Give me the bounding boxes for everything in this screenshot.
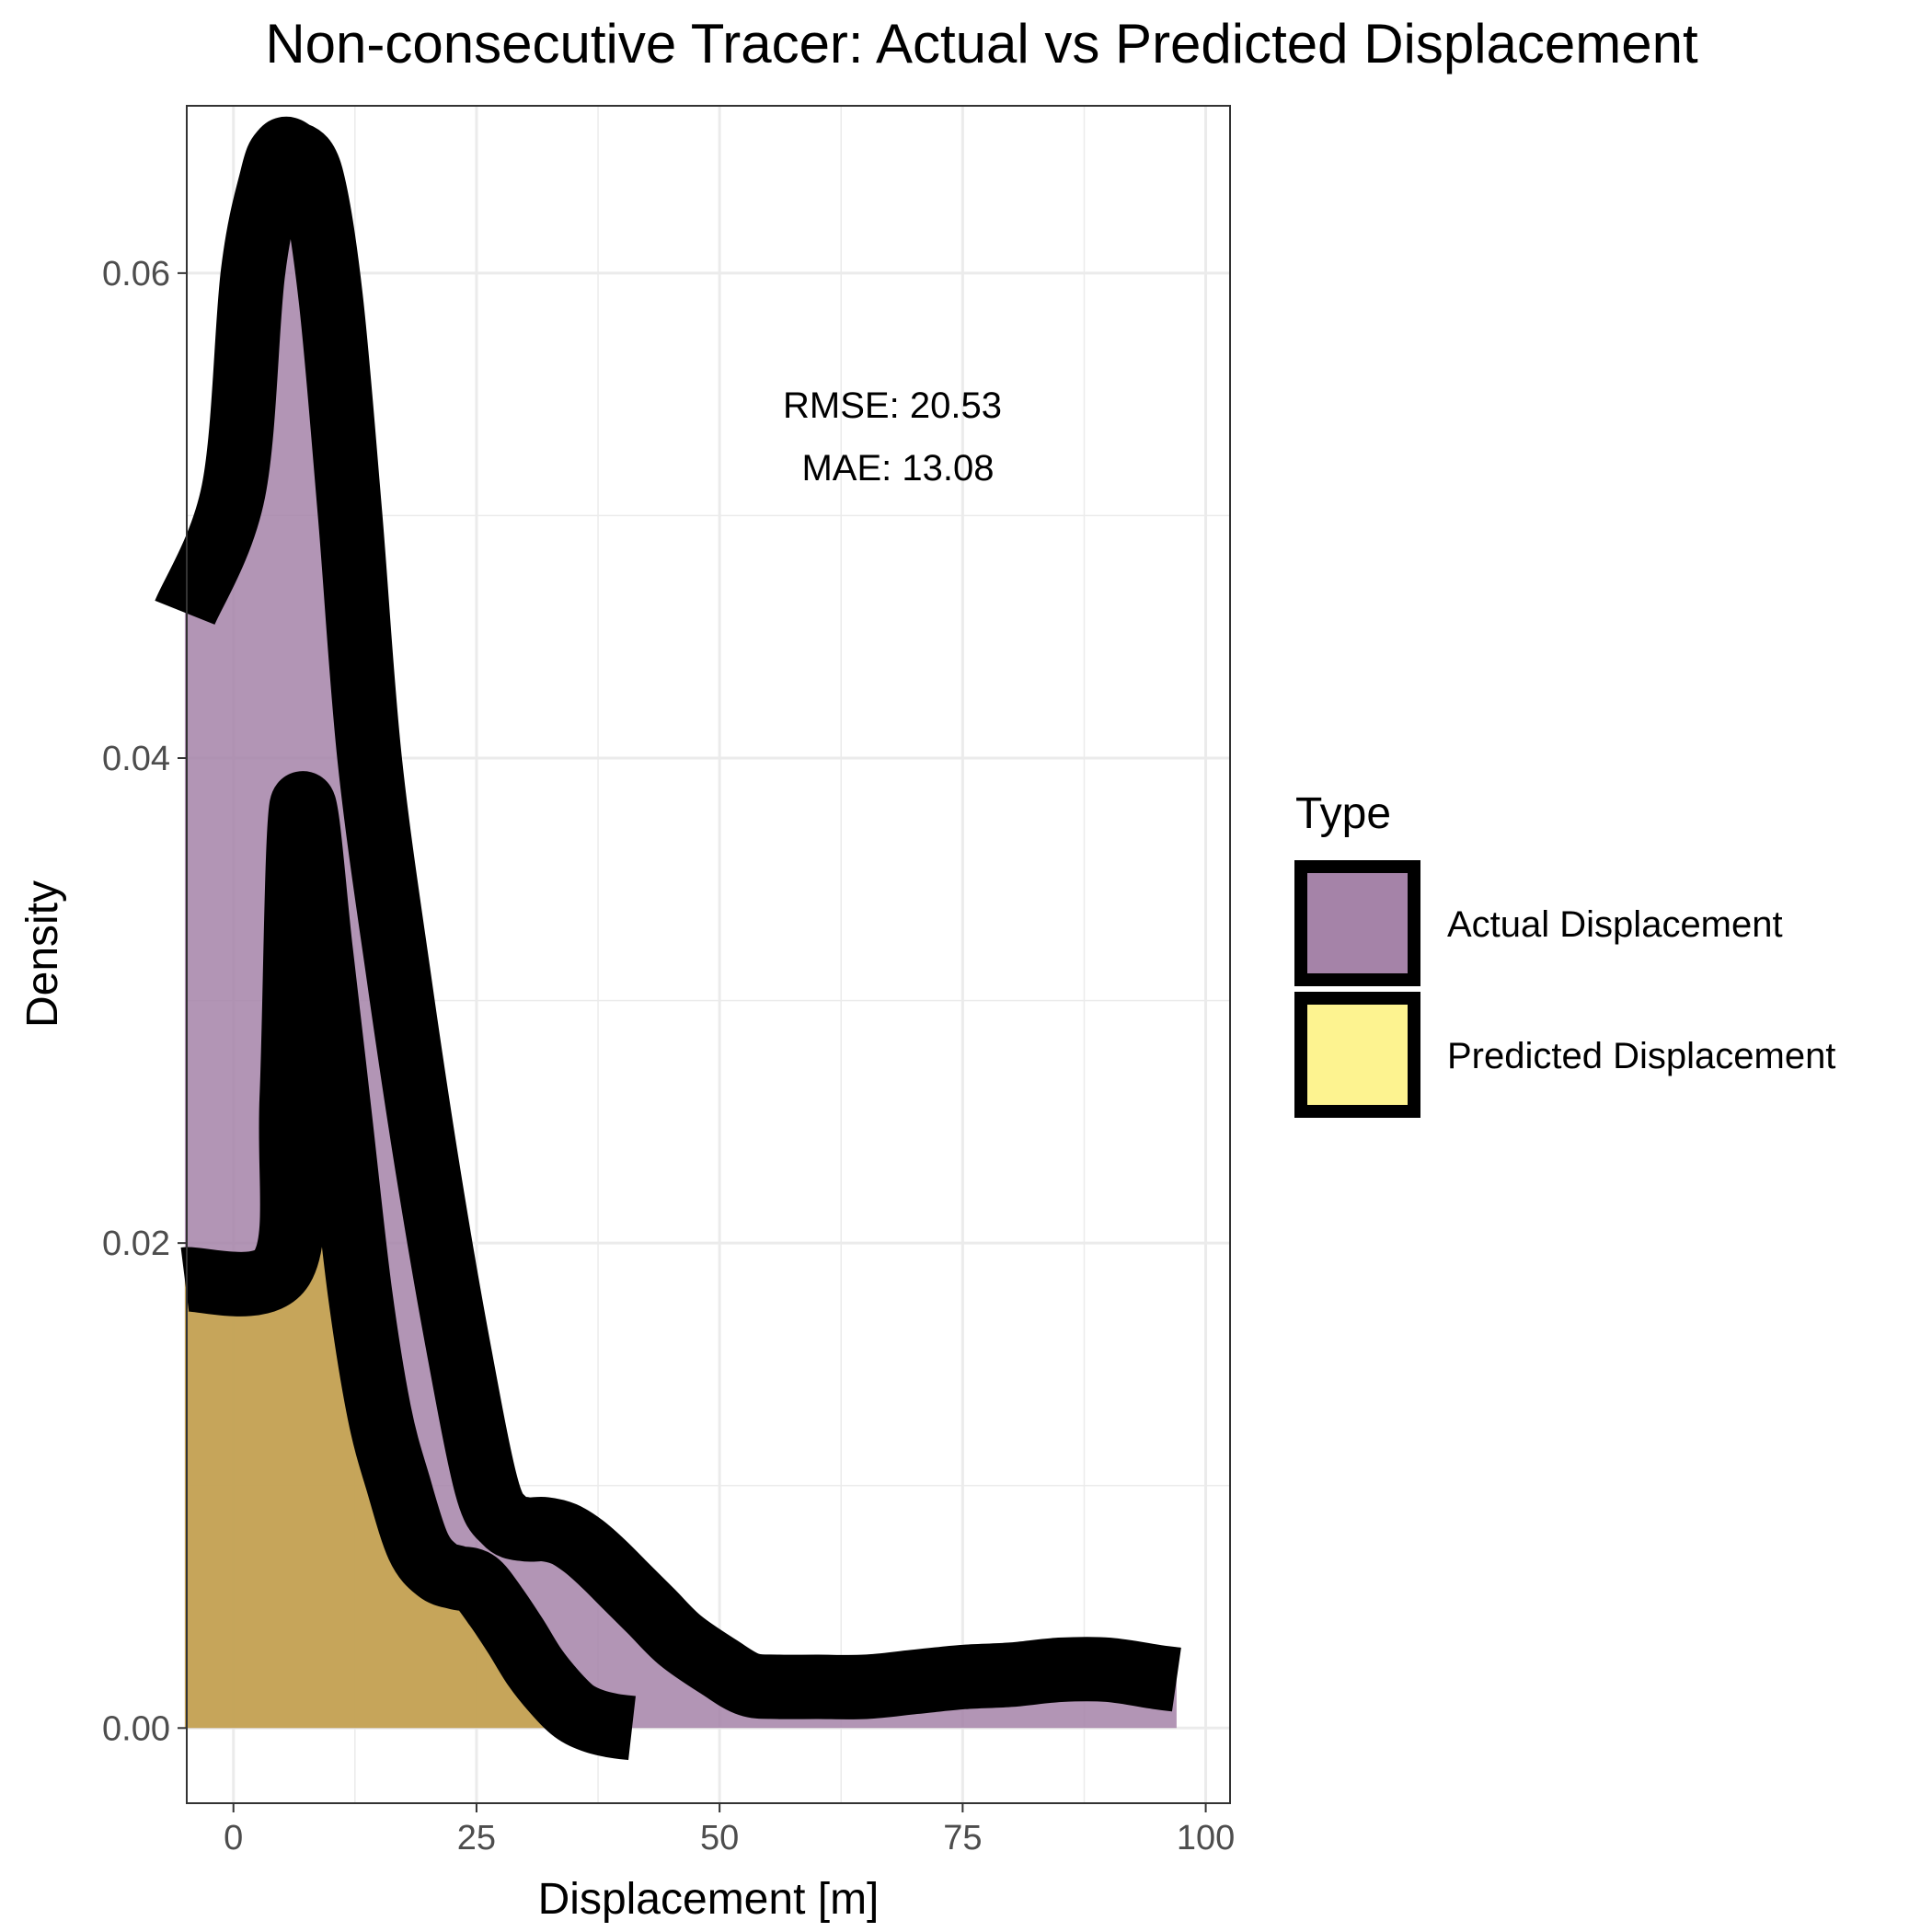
x-axis-title: Displacement [m] bbox=[538, 1875, 880, 1924]
legend-title: Type bbox=[1295, 789, 1391, 838]
y-tick-label: 0.02 bbox=[102, 1225, 170, 1263]
legend-label-actual: Actual Displacement bbox=[1447, 904, 1783, 945]
y-axis: 0.00 0.02 0.04 0.06 bbox=[102, 255, 187, 1748]
legend-label-predicted: Predicted Displacement bbox=[1447, 1036, 1835, 1076]
legend-key-predicted bbox=[1294, 992, 1420, 1118]
x-tick-label: 75 bbox=[943, 1819, 982, 1857]
density-outline bbox=[180, 771, 645, 1761]
mae-annotation: MAE: 13.08 bbox=[801, 448, 994, 489]
density-outline bbox=[155, 117, 1190, 1719]
x-tick-label: 50 bbox=[700, 1819, 739, 1857]
legend-key-actual bbox=[1294, 860, 1420, 986]
y-tick-label: 0.04 bbox=[102, 740, 170, 778]
x-tick-label: 100 bbox=[1177, 1819, 1235, 1857]
x-axis: 0 25 50 75 100 bbox=[224, 1803, 1235, 1857]
legend: Type Actual Displacement Predicted Displa… bbox=[1294, 789, 1835, 1118]
series-layer bbox=[155, 117, 1190, 1761]
y-axis-title: Density bbox=[18, 880, 67, 1028]
series-actual bbox=[155, 117, 1190, 1729]
series-predicted bbox=[180, 771, 645, 1761]
x-tick-label: 0 bbox=[224, 1819, 243, 1857]
chart-title: Non-consecutive Tracer: Actual vs Predic… bbox=[265, 13, 1698, 75]
y-tick-label: 0.00 bbox=[102, 1709, 170, 1748]
y-tick-label: 0.06 bbox=[102, 255, 170, 293]
panel-border bbox=[186, 105, 1231, 1804]
rmse-annotation: RMSE: 20.53 bbox=[783, 385, 1002, 426]
x-tick-label: 25 bbox=[457, 1819, 496, 1857]
